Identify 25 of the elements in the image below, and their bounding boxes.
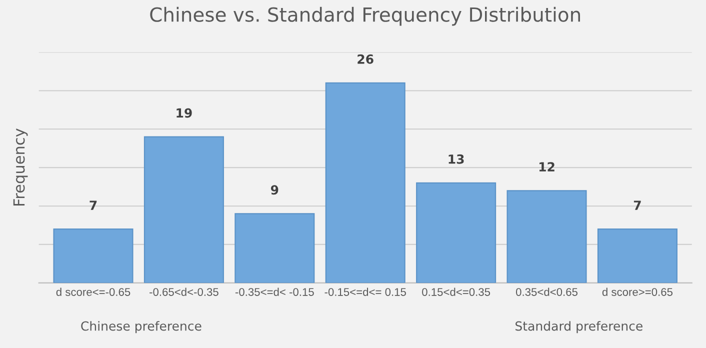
data-label: 26 bbox=[358, 54, 374, 64]
x-tick-label: d score<=-0.65 bbox=[56, 288, 130, 296]
x-tick-label: d score>=0.65 bbox=[602, 288, 673, 296]
text: Chinese preference bbox=[81, 321, 202, 334]
text: Standard preference bbox=[516, 321, 642, 334]
bar bbox=[325, 82, 406, 283]
x-tick-label: -0.65<d<-0.35 bbox=[150, 288, 218, 296]
bar bbox=[416, 182, 496, 283]
data-label: 19 bbox=[176, 108, 192, 118]
x-tick-label: 0.15<d<=0.35 bbox=[422, 288, 490, 296]
bar bbox=[597, 228, 678, 283]
x-tick-label: -0.15<=d<= 0.15 bbox=[324, 288, 406, 296]
bar bbox=[144, 136, 224, 283]
bar bbox=[506, 190, 587, 283]
x-tick-label: -0.35<=d< -0.15 bbox=[235, 288, 314, 296]
bar bbox=[234, 213, 315, 283]
data-label: 13 bbox=[448, 154, 464, 164]
bar bbox=[53, 228, 134, 283]
data-label: 9 bbox=[270, 185, 278, 195]
data-label: 7 bbox=[90, 200, 97, 210]
data-label: 7 bbox=[634, 200, 641, 210]
x-tick-label: 0.35<d<0.65 bbox=[516, 288, 578, 296]
chart-title: Chinese vs. Standard Frequency Distribution bbox=[150, 6, 580, 26]
data-label: 12 bbox=[539, 162, 554, 172]
y-axis-title: Frequency bbox=[13, 128, 28, 206]
